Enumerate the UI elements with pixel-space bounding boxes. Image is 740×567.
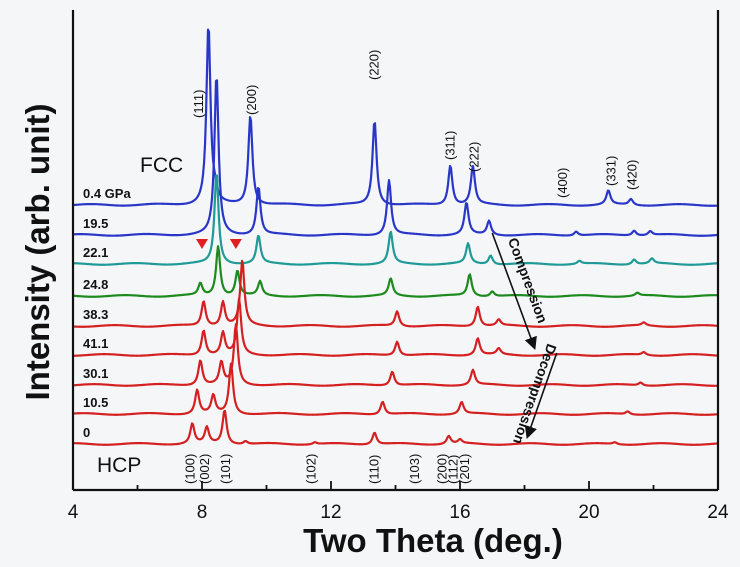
fcc-reflection-label: (220) <box>367 50 382 80</box>
trace-24-8 <box>72 245 719 298</box>
hcp-reflection-label: (101) <box>218 454 233 484</box>
trace-label: 30.1 <box>83 366 108 381</box>
hcp-reflection-label: (002) <box>197 454 212 484</box>
x-tick-label: 20 <box>578 502 599 523</box>
trace-label: 24.8 <box>83 277 108 292</box>
fcc-reflection-label: (200) <box>244 85 259 115</box>
fcc-reflection-label: (400) <box>555 168 570 198</box>
trace-0-4-GPa <box>72 28 719 207</box>
fcc-reflection-label: (311) <box>442 131 457 160</box>
axes <box>71 10 720 492</box>
x-ticks: 4 8 12 16 20 24 <box>68 481 729 523</box>
trace-label: 41.1 <box>83 336 108 351</box>
hcp-reflection-label: (200) <box>434 454 449 484</box>
y-axis-label: Intensity (arb. unit) <box>19 104 56 401</box>
arrow-label-decompression: Decompression <box>510 342 560 446</box>
fcc-reflection-label: (111) <box>191 90 206 118</box>
red-triangle-marker <box>229 239 242 249</box>
hcp-reflection-label: (100) <box>183 454 198 484</box>
hcp-reflection-label: (112) <box>446 455 461 484</box>
trace-label: 0.4 GPa <box>83 186 131 201</box>
trace-10-5 <box>72 362 719 416</box>
fcc-reflection-label: (222) <box>467 142 482 172</box>
red-triangle-marker <box>196 239 208 249</box>
trace-19-5 <box>72 79 719 237</box>
fcc-reflection-label: (420) <box>625 160 640 190</box>
x-tick-label: 24 <box>707 502 729 523</box>
trace-group <box>72 28 719 446</box>
x-tick-label: 4 <box>68 502 79 523</box>
trace-label-group: 0.4 GPa 19.5 22.1 24.8 38.3 41.1 30.1 10.5 0 <box>83 186 131 440</box>
trace-label: 10.5 <box>83 395 108 410</box>
trace-22-1 <box>72 174 719 266</box>
trace-41-1 <box>72 297 719 357</box>
arrow-label-compression: Compression <box>505 236 551 325</box>
fcc-reflection-label: (331) <box>604 156 619 186</box>
phase-label-hcp: HCP <box>97 454 141 477</box>
reflection-label-group: (111) (200) (220) (311) (222) (400) (331) (420)… <box>183 50 640 484</box>
x-tick-label: 12 <box>320 502 341 523</box>
arrow-decompression <box>524 352 558 440</box>
trace-label: 22.1 <box>83 245 108 260</box>
hcp-reflection-label: (103) <box>407 454 422 484</box>
trace-label: 0 <box>83 425 90 440</box>
trace-38-3 <box>72 259 719 328</box>
arrow-compression <box>491 232 537 351</box>
x-tick-label: 16 <box>449 502 470 523</box>
trace-30-1 <box>72 323 719 387</box>
x-axis-label: Two Theta (deg.) <box>303 522 563 559</box>
trace-label: 19.5 <box>83 216 108 231</box>
hcp-reflection-label: (102) <box>304 454 319 484</box>
trace-0 <box>72 409 719 446</box>
trace-label: 38.3 <box>83 307 108 322</box>
x-tick-label: 8 <box>197 502 208 523</box>
hcp-reflection-label: (110) <box>367 455 382 484</box>
hcp-reflection-label: (201) <box>457 454 472 484</box>
phase-label-fcc: FCC <box>140 154 183 177</box>
